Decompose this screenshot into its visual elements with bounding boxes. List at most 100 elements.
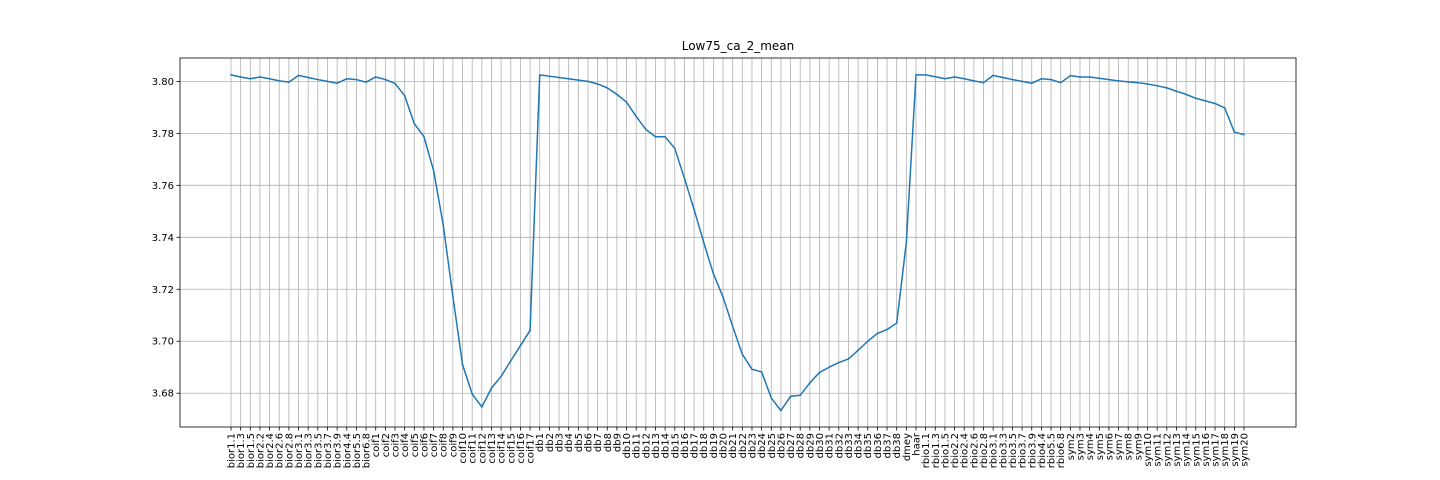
x-tick-label: db23 [747, 433, 758, 458]
data-point [673, 147, 676, 150]
data-point [423, 135, 425, 138]
data-point [538, 74, 541, 76]
data-point [442, 224, 445, 226]
data-point [1175, 90, 1178, 93]
data-point [683, 177, 686, 180]
x-tick-label: sym17 [1211, 433, 1222, 467]
y-tick-label: 3.78 [152, 129, 174, 140]
x-tick-label: coif15 [506, 433, 517, 464]
data-point [857, 349, 859, 352]
data-point [934, 75, 937, 78]
x-tick-label: sym7 [1114, 433, 1125, 460]
data-point [1243, 133, 1245, 136]
x-tick-label: bior2.6 [275, 433, 286, 468]
x-tick-label: db33 [844, 433, 855, 458]
plot-frame [179, 57, 1297, 428]
x-tick-label: sym3 [1075, 433, 1086, 460]
data-point [529, 329, 531, 332]
y-tick-label: 3.72 [152, 285, 174, 296]
x-tick-label: db27 [786, 433, 797, 458]
x-tick-label: coif10 [458, 433, 469, 464]
data-point [288, 81, 290, 83]
x-tick-label: db11 [632, 433, 643, 458]
x-tick-label: rbio3.3 [998, 433, 1009, 468]
x-tick-label: sym19 [1230, 433, 1241, 467]
x-tick-label: rbio1.1 [921, 433, 932, 468]
data-point [1117, 80, 1120, 82]
x-tick-label: db38 [892, 433, 903, 458]
data-point [1021, 80, 1023, 83]
x-tick-label: sym13 [1172, 433, 1183, 467]
x-tick-label: db10 [622, 433, 633, 458]
x-tick-label: db28 [796, 433, 807, 458]
x-tick-label: sym2 [1066, 433, 1077, 460]
data-point [924, 74, 927, 76]
x-tick-label: coif13 [487, 433, 498, 464]
x-tick-label: coif17 [526, 433, 537, 464]
x-tick-label: db22 [738, 433, 749, 458]
data-point [278, 80, 281, 82]
data-point [1059, 81, 1062, 84]
y-tick-label: 3.76 [152, 181, 174, 192]
data-point [1127, 81, 1130, 83]
data-point [452, 295, 454, 298]
data-point [886, 328, 888, 331]
x-tick-label: db7 [593, 433, 604, 452]
data-point [876, 332, 879, 335]
data-point [1002, 76, 1004, 79]
data-point [1146, 83, 1149, 85]
x-tick-label: rbio1.5 [940, 433, 951, 468]
data-point [1040, 77, 1043, 80]
x-tick-label: rbio5.5 [1047, 433, 1058, 468]
data-point [1108, 78, 1110, 81]
x-tick-label: db31 [825, 433, 836, 458]
x-axis: bior1.1bior1.3bior1.5bior2.2bior2.4bior2… [227, 427, 1251, 468]
data-point [268, 77, 271, 80]
data-point [432, 169, 435, 172]
data-point [577, 79, 580, 81]
y-tick-label: 3.70 [152, 337, 174, 348]
data-point [973, 80, 975, 82]
x-tick-label: sym10 [1143, 433, 1154, 467]
x-tick-label: sym8 [1124, 433, 1135, 460]
data-point [336, 82, 338, 85]
x-tick-label: bior2.8 [284, 433, 295, 468]
data-point [1194, 97, 1197, 100]
data-point [374, 76, 377, 78]
x-tick-label: db5 [574, 433, 585, 452]
x-tick-label: coif11 [468, 433, 479, 464]
data-point [664, 135, 666, 138]
x-tick-label: db12 [641, 433, 652, 458]
x-tick-label: sym4 [1085, 433, 1096, 460]
data-point [838, 361, 840, 364]
x-tick-label: dmey [902, 433, 913, 461]
data-point [828, 366, 830, 369]
x-tick-label: coif6 [419, 433, 430, 457]
y-tick-label: 3.68 [152, 389, 174, 400]
data-point [712, 272, 715, 275]
data-point [731, 325, 734, 328]
data-point [471, 393, 473, 395]
x-tick-label: bior1.3 [236, 433, 247, 468]
data-point [1050, 78, 1052, 81]
x-tick-label: bior6.8 [362, 433, 373, 468]
data-point [760, 371, 763, 373]
data-point [297, 74, 300, 77]
data-point [461, 363, 464, 366]
data-point [403, 94, 406, 97]
x-tick-label: coif16 [516, 433, 527, 464]
data-point [1166, 87, 1168, 89]
x-tick-label: coif14 [497, 433, 508, 464]
data-point [587, 80, 589, 83]
data-point [239, 76, 242, 78]
x-tick-label: rbio3.5 [1008, 433, 1019, 468]
x-tick-label: db21 [728, 433, 739, 458]
data-point [654, 135, 657, 138]
data-point [230, 74, 232, 76]
x-tick-label: sym11 [1153, 433, 1164, 467]
x-tick-label: bior4.4 [342, 433, 353, 468]
x-tick-label: db36 [873, 433, 884, 458]
x-tick-label: db8 [603, 433, 614, 452]
x-tick-label: bior2.4 [265, 433, 276, 468]
data-point [307, 76, 309, 79]
